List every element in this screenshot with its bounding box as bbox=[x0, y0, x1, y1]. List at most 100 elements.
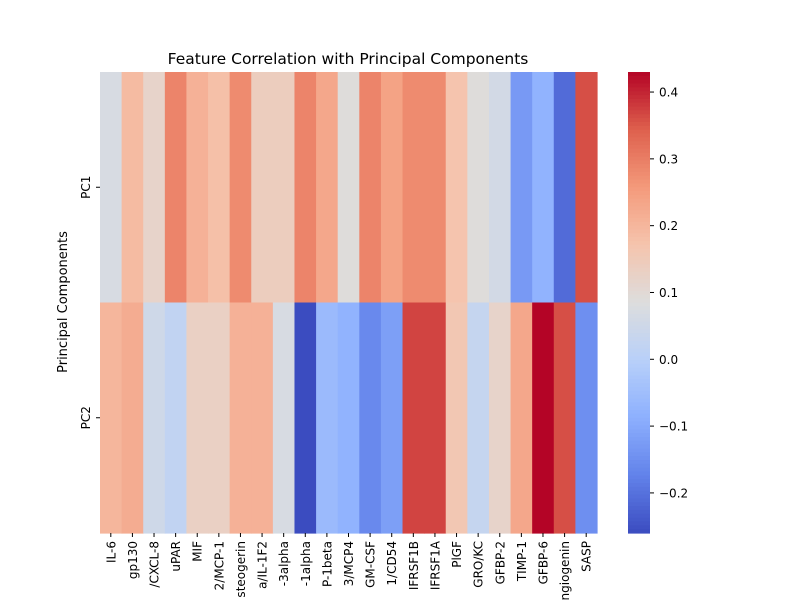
colorbar-segment bbox=[628, 118, 650, 123]
x-tick-label: 1/CD54 bbox=[385, 541, 399, 586]
colorbar-segment bbox=[628, 321, 650, 327]
colorbar-segment bbox=[628, 252, 650, 257]
colorbar-segment bbox=[628, 348, 650, 354]
heatmap-cell-PC1-1 bbox=[121, 72, 144, 304]
colorbar-segment bbox=[628, 256, 650, 261]
colorbar-segment bbox=[628, 171, 650, 177]
heatmap-cell-PC1-22 bbox=[575, 72, 598, 304]
heatmap-cell-PC2-5 bbox=[208, 302, 231, 534]
colorbar-segment bbox=[628, 264, 650, 269]
colorbar-segment bbox=[628, 475, 650, 480]
heatmap-cell-PC1-11 bbox=[337, 72, 360, 304]
colorbar-segment bbox=[628, 160, 650, 165]
colorbar-segment bbox=[628, 229, 650, 234]
colorbar-segment bbox=[628, 141, 650, 146]
colorbar-segment bbox=[628, 471, 650, 476]
colorbar-segment bbox=[628, 356, 650, 361]
colorbar-segment bbox=[628, 340, 650, 346]
heatmap-cell-PC1-16 bbox=[445, 72, 468, 304]
heatmap-cell-PC1-20 bbox=[532, 72, 555, 304]
heatmap-cell-PC1-4 bbox=[186, 72, 209, 304]
colorbar-segment bbox=[628, 102, 650, 108]
colorbar-segment bbox=[628, 490, 650, 496]
heatmap-cell-PC1-15 bbox=[424, 72, 447, 304]
heatmap-cell-PC2-7 bbox=[251, 302, 274, 534]
heatmap-cell-PC1-2 bbox=[143, 72, 166, 304]
chart-title: Feature Correlation with Principal Compo… bbox=[168, 50, 529, 68]
heatmap-cell-PC1-6 bbox=[229, 72, 252, 304]
x-tick-label: IFRSF1B bbox=[407, 541, 421, 590]
colorbar-segment bbox=[628, 198, 650, 204]
colorbar-segment bbox=[628, 144, 650, 150]
x-tick-label: SASP bbox=[580, 541, 594, 572]
heatmap-cell-PC2-0 bbox=[100, 302, 123, 534]
colorbar-segment bbox=[628, 448, 650, 453]
colorbar-segment bbox=[628, 183, 650, 188]
colorbar-segment bbox=[628, 410, 650, 415]
heatmap-cell-PC2-21 bbox=[553, 302, 576, 534]
colorbar-segment bbox=[628, 83, 650, 88]
colorbar-segment bbox=[628, 417, 650, 423]
heatmap-cell-PC2-18 bbox=[488, 302, 512, 534]
heatmap-cell-PC1-21 bbox=[553, 72, 576, 304]
colorbar-segment bbox=[628, 387, 650, 392]
colorbar-segment bbox=[628, 363, 650, 369]
colorbar-segment bbox=[628, 175, 650, 181]
colorbar-segment bbox=[628, 525, 650, 530]
colorbar-segment bbox=[628, 152, 650, 158]
heatmap-cell-PC2-12 bbox=[359, 302, 382, 534]
colorbar-segment bbox=[628, 317, 650, 323]
colorbar-segment bbox=[628, 110, 650, 115]
colorbar-segment bbox=[628, 267, 650, 273]
x-tick-label: uPAR bbox=[169, 541, 183, 572]
heatmap-cell-PC2-2 bbox=[143, 302, 166, 534]
heatmap-cell-PC2-14 bbox=[402, 302, 425, 534]
colorbar-segment bbox=[628, 383, 650, 388]
colorbar-segment bbox=[628, 87, 650, 92]
colorbar-segment bbox=[628, 290, 650, 296]
x-tick-label: -1alpha bbox=[299, 541, 313, 586]
x-tick-label: 2/MCP-1 bbox=[212, 541, 226, 590]
colorbar-segment bbox=[628, 517, 650, 523]
colorbar-segment bbox=[628, 394, 650, 400]
colorbar-segment bbox=[628, 133, 650, 138]
x-tick-label: MIF bbox=[191, 541, 205, 562]
colorbar-tick-label: 0.2 bbox=[659, 219, 678, 233]
colorbar-segment bbox=[628, 148, 650, 154]
heatmap-cell-PC1-12 bbox=[359, 72, 382, 304]
colorbar-segment bbox=[628, 179, 650, 185]
colorbar-segment bbox=[628, 337, 650, 342]
colorbar-segment bbox=[628, 191, 650, 196]
colorbar-segment bbox=[628, 398, 650, 403]
x-tick-label: GM-CSF bbox=[364, 541, 378, 588]
colorbar-segment bbox=[628, 279, 650, 284]
colorbar-segment bbox=[628, 483, 650, 488]
x-tick-label: IL-6 bbox=[104, 541, 118, 563]
colorbar: −0.2 −0.1 0.0 0.1 0.2 0.3 0.4 bbox=[628, 72, 688, 534]
x-tick-label: steogerin bbox=[234, 541, 248, 598]
colorbar-segment bbox=[628, 463, 650, 469]
colorbar-segment bbox=[628, 498, 650, 503]
colorbar-segment bbox=[628, 486, 650, 492]
x-tick-label: ngiogenin bbox=[558, 541, 572, 600]
colorbar-segment bbox=[628, 244, 650, 250]
colorbar-segment bbox=[628, 402, 650, 407]
colorbar-segment bbox=[628, 287, 650, 292]
colorbar-segment bbox=[628, 248, 650, 254]
colorbar-segment bbox=[628, 275, 650, 281]
colorbar-segment bbox=[628, 513, 650, 519]
x-axis-ticks: IL-6 gp130/CXCL-8 uPAR MIF 2/MCP-1 steogerin a… bbox=[104, 533, 594, 600]
y-tick-label: PC1 bbox=[79, 176, 93, 199]
colorbar-segment bbox=[628, 440, 650, 446]
colorbar-segment bbox=[628, 72, 650, 77]
colorbar-segment bbox=[628, 502, 650, 507]
colorbar-tick-label: −0.1 bbox=[659, 420, 688, 434]
heatmap-cell-PC2-3 bbox=[164, 302, 188, 534]
colorbar-segment bbox=[628, 433, 650, 438]
colorbar-segment bbox=[628, 294, 650, 300]
colorbar-segment bbox=[628, 436, 650, 442]
heatmap-cell-PC2-9 bbox=[294, 302, 317, 534]
colorbar-segment bbox=[628, 217, 650, 223]
colorbar-segment bbox=[628, 333, 650, 338]
colorbar-segment bbox=[628, 125, 650, 131]
